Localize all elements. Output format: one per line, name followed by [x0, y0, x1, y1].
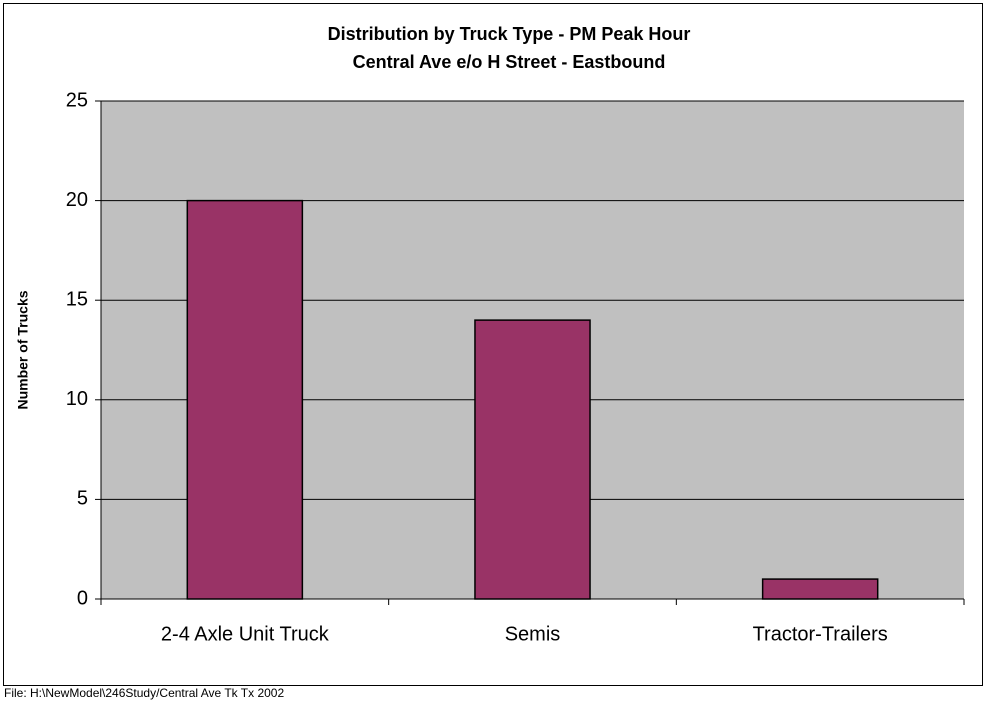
footnote: File: H:\NewModel\246Study/Central Ave T…	[4, 686, 284, 700]
x-tick-label: Semis	[505, 623, 561, 645]
y-tick-label: 0	[77, 587, 88, 609]
y-tick-label: 15	[66, 288, 88, 310]
bar	[186, 199, 304, 600]
x-tick-label: 2-4 Axle Unit Truck	[161, 623, 330, 645]
y-tick-label: 25	[66, 89, 88, 111]
y-tick-label: 10	[66, 388, 88, 410]
bar	[474, 319, 591, 600]
chart-title: Distribution by Truck Type - PM Peak Hou…	[328, 24, 691, 44]
y-tick-label: 5	[77, 488, 88, 510]
chart-subtitle: Central Ave e/o H Street - Eastbound	[353, 52, 666, 72]
y-tick-label: 20	[66, 189, 88, 211]
x-tick-label: Tractor-Trailers	[753, 623, 888, 645]
y-axis-label: Number of Trucks	[15, 290, 31, 409]
bar	[761, 578, 879, 600]
